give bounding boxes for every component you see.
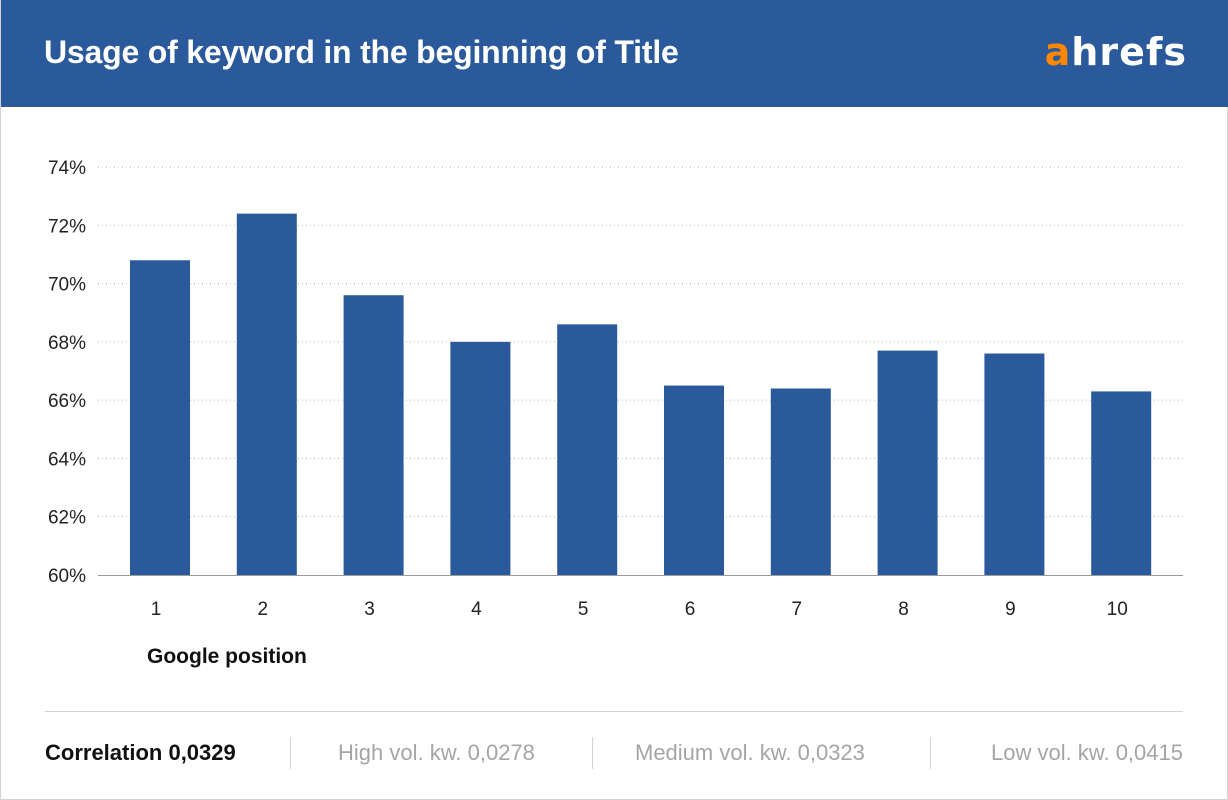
bar-position-7 [770,388,831,575]
bar-position-9 [984,353,1045,575]
bar-position-10 [1091,391,1152,575]
footer-separator [592,737,593,769]
x-tick-label-7: 7 [792,599,803,620]
bar-position-8 [877,350,938,575]
bar-position-3 [343,295,404,575]
chart-header: Usage of keyword in the beginning of Tit… [1,0,1228,107]
y-tick-label-74: 74% [48,158,86,179]
bar-position-6 [664,385,724,575]
x-axis-title: Google position [147,645,307,668]
correlation-overall: Correlation 0,0329 [45,740,236,765]
bar-position-2 [236,213,297,575]
x-tick-label-2: 2 [258,599,269,620]
bar-position-5 [557,324,618,575]
bar-chart: 60% 62% 64% 66% 68% 70% 72% 74% 1 2 3 4 5 6 7 8 9 10 [48,158,1183,620]
logo-letter-a: a [1044,30,1072,74]
footer-separator [290,737,291,769]
bar-position-1 [130,260,190,575]
y-axis-ticks: 60% 62% 64% 66% 68% 70% 72% 74% [48,158,86,587]
x-tick-label-5: 5 [578,599,589,620]
bars [130,213,1152,575]
ahrefs-logo: ahrefs [1045,30,1187,74]
x-tick-label-8: 8 [898,599,909,620]
y-tick-label-72: 72% [48,216,86,237]
y-tick-label-70: 70% [48,275,86,296]
correlation-medium-volume: Medium vol. kw. 0,0323 [635,740,865,765]
x-tick-label-9: 9 [1005,599,1016,620]
footer-divider [45,711,1183,712]
x-tick-label-1: 1 [151,599,162,620]
logo-letters-hrefs: hrefs [1071,30,1187,74]
y-tick-label-62: 62% [48,508,86,529]
chart-title: Usage of keyword in the beginning of Tit… [44,34,679,70]
x-tick-label-4: 4 [471,599,482,620]
y-tick-label-68: 68% [48,333,86,354]
y-tick-label-66: 66% [48,391,86,412]
x-tick-label-3: 3 [364,599,375,620]
x-tick-label-10: 10 [1107,599,1128,620]
correlation-low-volume: Low vol. kw. 0,0415 [990,740,1183,765]
bar-position-4 [450,341,511,575]
footer-separator [930,737,931,769]
y-tick-label-64: 64% [48,449,86,470]
y-tick-label-60: 60% [48,566,86,587]
x-tick-label-6: 6 [685,599,696,620]
x-axis-ticks: 1 2 3 4 5 6 7 8 9 10 [151,599,1128,620]
correlation-high-volume: High vol. kw. 0,0278 [338,740,535,765]
